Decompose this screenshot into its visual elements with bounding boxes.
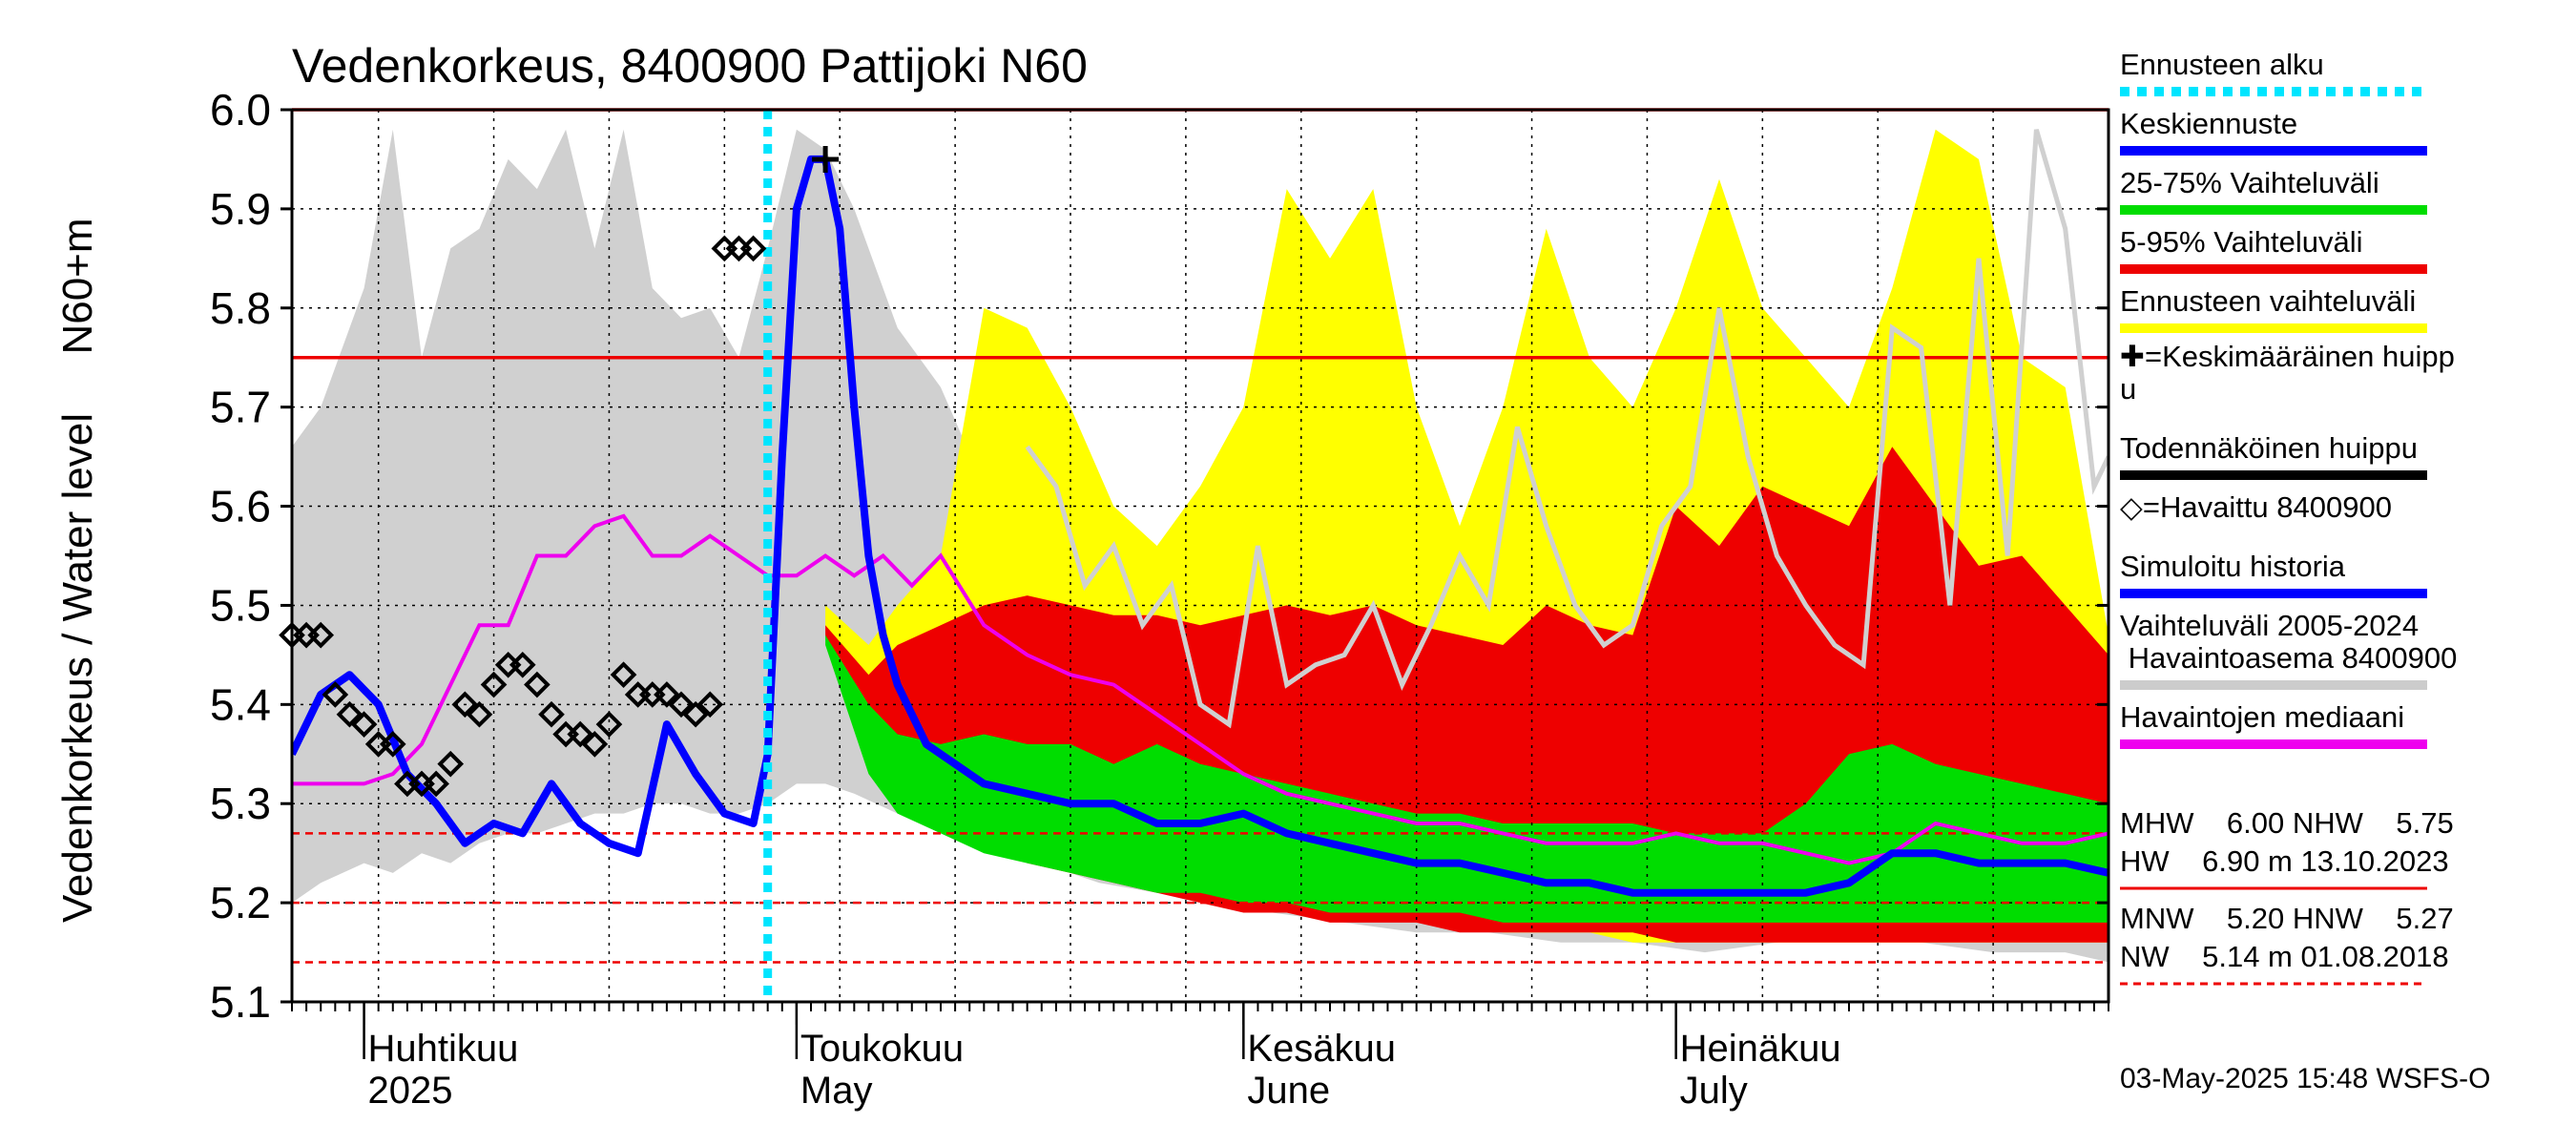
observed-marker <box>696 691 724 718</box>
legend-label: Vaihteluväli 2005-2024 <box>2120 609 2419 642</box>
y-axis-unit-label: N60+m <box>54 218 101 354</box>
series-lines <box>292 110 2109 1002</box>
legend-label: Havaintojen mediaani <box>2120 700 2404 734</box>
observed-marker <box>668 691 695 718</box>
chart-title: Vedenkorkeus, 8400900 Pattijoki N60 <box>292 39 1088 93</box>
legend-label: Ennusteen alku <box>2120 48 2324 81</box>
legend-label: ✚=Keskimääräinen huipp <box>2120 340 2455 373</box>
legend-label: 5-95% Vaihteluväli <box>2120 225 2362 259</box>
x-month-sublabel: May <box>800 1070 873 1112</box>
x-month-label: Toukokuu <box>800 1028 964 1070</box>
y-tick-label: 6.0 <box>210 85 271 135</box>
x-month-label: Huhtikuu <box>368 1028 519 1070</box>
observed-marker <box>581 731 609 758</box>
range-areas <box>292 129 2109 963</box>
observed-marker <box>466 700 493 728</box>
observed-marker <box>379 731 406 758</box>
history-range-area <box>292 129 2109 963</box>
station-history-line <box>1025 129 2109 729</box>
legend-label: Keskiennuste <box>2120 107 2297 140</box>
observed-marker <box>423 770 449 798</box>
y-tick-label: 5.9 <box>210 184 271 234</box>
y-tick-label: 5.3 <box>210 779 271 828</box>
stats-line: HW 6.90 m 13.10.2023 <box>2120 844 2449 878</box>
legend-label-cont: u <box>2120 372 2136 406</box>
observed-marker <box>725 235 753 262</box>
x-month-sublabel: June <box>1247 1070 1330 1112</box>
x-month-label: Heinäkuu <box>1680 1028 1841 1070</box>
stats-line: MNW 5.20 HNW 5.27 <box>2120 902 2454 935</box>
x-month-label: Kesäkuu <box>1247 1028 1396 1070</box>
observed-marker <box>610 661 637 688</box>
median-line <box>292 513 2109 865</box>
stats-line: NW 5.14 m 01.08.2018 <box>2120 940 2449 973</box>
observed-marker <box>437 750 465 778</box>
observed-marker <box>567 720 594 748</box>
y-tick-label: 5.7 <box>210 383 271 432</box>
observed-marker <box>739 235 767 262</box>
axes: 5.1 5.2 5.3 5.4 5.5 5.6 5.7 5.8 5.9 6.0 Huhtikuu20… <box>210 85 2110 1112</box>
observed-markers <box>279 145 840 798</box>
observed-marker <box>595 711 623 738</box>
legend: Ennusteen alku Keskiennuste 25-75% Vaihtel… <box>2120 48 2457 986</box>
observed-marker <box>451 691 479 718</box>
stats-line: MHW 6.00 NHW 5.75 <box>2120 806 2454 840</box>
observed-marker <box>350 711 378 738</box>
y-axis-label: Vedenkorkeus / Water level <box>54 413 101 923</box>
y-tick-label: 5.8 <box>210 283 271 333</box>
mean-forecast-line <box>821 158 2109 897</box>
legend-label: Todennäköinen huippu <box>2120 431 2418 465</box>
y-tick-label: 5.5 <box>210 580 271 630</box>
y-tick-label: 5.6 <box>210 482 271 531</box>
observed-marker <box>524 671 551 698</box>
legend-label: 25-75% Vaihteluväli <box>2120 166 2379 199</box>
observed-marker <box>322 681 349 708</box>
observed-marker <box>307 621 335 649</box>
observed-marker <box>480 671 508 698</box>
x-month-sublabel: July <box>1680 1070 1748 1112</box>
y-tick-label: 5.2 <box>210 878 271 927</box>
observed-marker <box>538 700 565 728</box>
y-tick-label: 5.4 <box>210 679 271 729</box>
observed-marker <box>654 681 680 708</box>
observed-marker <box>682 700 709 728</box>
legend-label: Simuloitu historia <box>2120 550 2346 583</box>
simulated-history-line <box>292 155 826 858</box>
legend-label-cont: Havaintoasema 8400900 <box>2120 641 2457 675</box>
legend-label: Ennusteen vaihteluväli <box>2120 284 2416 318</box>
y-tick-label: 5.1 <box>210 977 271 1027</box>
x-month-sublabel: 2025 <box>368 1070 453 1112</box>
legend-label: ◇=Havaittu 8400900 <box>2120 490 2392 524</box>
observed-marker <box>509 651 536 678</box>
mean-peak-marker <box>812 145 840 173</box>
observed-marker <box>336 700 364 728</box>
footer-timestamp: 03-May-2025 15:48 WSFS-O <box>2120 1063 2491 1094</box>
